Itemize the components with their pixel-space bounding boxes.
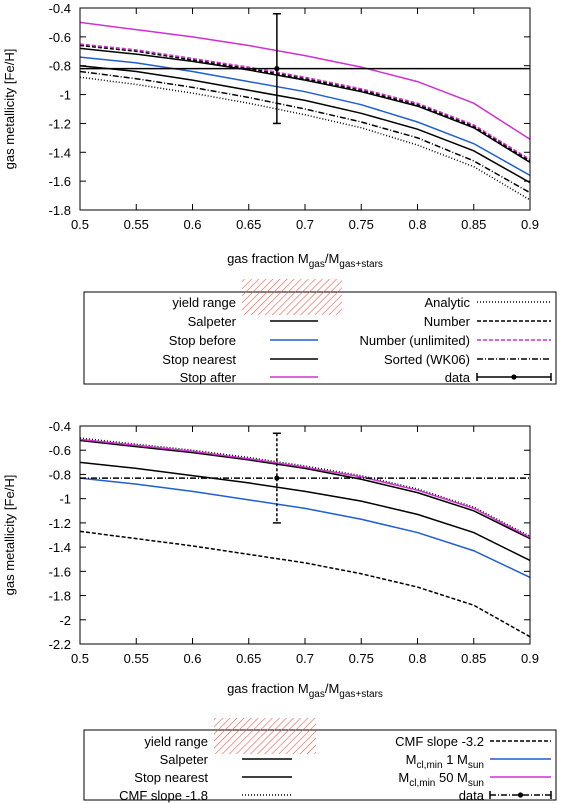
y-axis-label: gas metallicity [Fe/H] (2, 49, 17, 170)
y-tick-label: -1.6 (49, 564, 71, 579)
legend-label: Stop before (169, 333, 236, 348)
x-tick-label: 0.8 (408, 651, 426, 666)
y-axis-label: gas metallicity [Fe/H] (2, 475, 17, 596)
plot-frame (79, 425, 531, 645)
legend-label: data (445, 370, 471, 385)
x-tick-label: 0.5 (71, 217, 89, 232)
legend-label: CMF slope -3.2 (395, 734, 484, 749)
x-tick-label: 0.65 (236, 217, 261, 232)
series-line-1 (80, 439, 530, 540)
x-axis-label: gas fraction Mgas/Mgas+stars (227, 681, 383, 700)
x-tick-label: 0.55 (124, 217, 149, 232)
y-tick-label: -0.4 (49, 1, 71, 16)
x-tick-label: 0.85 (461, 217, 486, 232)
y-tick-label: -2 (59, 613, 71, 628)
legend-label: Number (unlimited) (359, 333, 470, 348)
plot-frame (79, 7, 531, 211)
legend: yield range Salpeter Stop nearest CMF slope… (83, 718, 557, 803)
y-tick-label: -1.4 (49, 145, 71, 160)
y-tick-label: -1 (59, 88, 71, 103)
legend-sample-hatch (214, 718, 316, 754)
y-tick-label: -0.8 (49, 59, 71, 74)
series-line-3 (80, 437, 530, 537)
x-tick-label: 0.65 (236, 651, 261, 666)
y-tick-label: -2.2 (49, 637, 71, 652)
x-tick-label: 0.75 (349, 217, 374, 232)
y-tick-label: -1.8 (49, 203, 71, 218)
series-line-4 (80, 530, 530, 638)
y-tick-label: -1.6 (49, 174, 71, 189)
series-line-4 (80, 21, 530, 140)
y-tick-label: -1.8 (49, 589, 71, 604)
x-tick-label: 0.55 (124, 651, 149, 666)
y-tick-label: -0.6 (49, 30, 71, 45)
legend-label: Mcl,min 50 Msun (398, 770, 484, 789)
series-line-3 (80, 64, 530, 184)
series-group (80, 13, 530, 201)
legend-label: Sorted (WK06) (384, 352, 470, 367)
legend-label: Stop nearest (162, 352, 236, 367)
legend-label: Stop nearest (134, 770, 208, 785)
legend-label: Salpeter (160, 752, 209, 767)
legend-label: yield range (144, 734, 208, 749)
x-tick-label: 0.85 (461, 651, 486, 666)
series-line-2 (80, 56, 530, 177)
x-tick-label: 0.7 (296, 651, 314, 666)
y-tick-label: -1.2 (49, 116, 71, 131)
chart-2: 0.5 0.55 0.6 0.65 0.7 0.75 0.8 0.85 0.9 -0.4 -0.6 -… (2, 419, 557, 803)
series-line-8 (80, 70, 530, 194)
x-tick-label: 0.5 (71, 651, 89, 666)
x-tick-label: 0.8 (408, 217, 426, 232)
data-point (274, 66, 280, 72)
x-tick-label: 0.9 (521, 651, 539, 666)
series-group (80, 432, 530, 638)
x-tick-label: 0.6 (183, 217, 201, 232)
chart-1: 0.5 0.55 0.6 0.65 0.7 0.75 0.8 0.85 0.9 -0.4 -0.6 -… (2, 1, 557, 385)
series-line-1 (80, 47, 530, 164)
y-tick-label: -1.4 (49, 540, 71, 555)
legend-sample-point (517, 792, 524, 798)
x-axis-label: gas fraction Mgas/Mgas+stars (227, 251, 383, 270)
series-line-7 (80, 43, 530, 161)
x-tick-label: 0.7 (296, 217, 314, 232)
data-point (274, 475, 280, 481)
legend-label: CMF slope -1.8 (119, 788, 208, 803)
legend-box (83, 729, 557, 801)
legend-label: Number (424, 314, 471, 329)
series-line-5 (80, 76, 530, 201)
series-line-5 (80, 477, 530, 579)
legend-label: data (459, 788, 485, 803)
x-tick-label: 0.9 (521, 217, 539, 232)
x-tick-label: 0.6 (183, 651, 201, 666)
legend-label: Mcl,min 1 Msun (406, 752, 484, 771)
legend-label: Salpeter (188, 314, 237, 329)
legend-sample-hatch (242, 279, 342, 315)
y-tick-label: -1.2 (49, 516, 71, 531)
y-tick-label: -0.6 (49, 443, 71, 458)
series-line-2 (80, 461, 530, 562)
x-tick-label: 0.75 (349, 651, 374, 666)
series-line-6 (80, 438, 530, 539)
y-tick-label: -0.8 (49, 467, 71, 482)
legend-label: yield range (172, 295, 236, 310)
legend-label: Stop after (180, 370, 237, 385)
y-tick-label: -0.4 (49, 419, 71, 434)
y-tick-label: -1 (59, 492, 71, 507)
legend-sample-point (511, 374, 517, 380)
series-line-6 (80, 44, 530, 162)
legend: yield range Salpeter Stop before Stop neare… (83, 279, 557, 385)
legend-label: Analytic (424, 295, 470, 310)
